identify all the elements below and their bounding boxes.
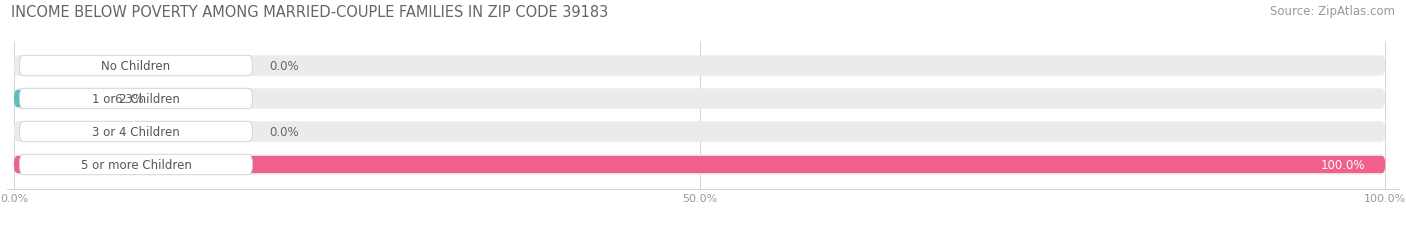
Text: 100.0%: 100.0%	[1320, 158, 1365, 171]
Text: 5 or more Children: 5 or more Children	[80, 158, 191, 171]
FancyBboxPatch shape	[14, 155, 1385, 175]
FancyBboxPatch shape	[14, 56, 1385, 76]
Text: 0.0%: 0.0%	[269, 60, 298, 73]
Text: INCOME BELOW POVERTY AMONG MARRIED-COUPLE FAMILIES IN ZIP CODE 39183: INCOME BELOW POVERTY AMONG MARRIED-COUPL…	[11, 5, 609, 20]
Text: 0.0%: 0.0%	[269, 125, 298, 138]
FancyBboxPatch shape	[14, 122, 1385, 142]
Text: 1 or 2 Children: 1 or 2 Children	[91, 93, 180, 106]
Text: Source: ZipAtlas.com: Source: ZipAtlas.com	[1270, 5, 1395, 18]
Text: No Children: No Children	[101, 60, 170, 73]
FancyBboxPatch shape	[20, 56, 253, 76]
FancyBboxPatch shape	[20, 89, 253, 109]
FancyBboxPatch shape	[20, 155, 253, 175]
FancyBboxPatch shape	[14, 91, 100, 108]
FancyBboxPatch shape	[20, 122, 253, 142]
FancyBboxPatch shape	[14, 89, 1385, 109]
FancyBboxPatch shape	[14, 156, 1385, 173]
Text: 3 or 4 Children: 3 or 4 Children	[91, 125, 180, 138]
Text: 6.3%: 6.3%	[114, 93, 143, 106]
